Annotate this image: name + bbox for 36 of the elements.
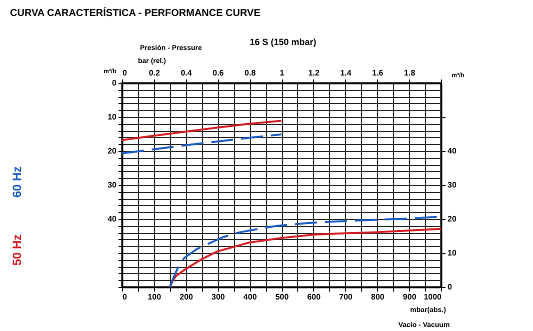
- x-tick-label: 500: [275, 292, 290, 302]
- text: 50 Hz: [10, 234, 24, 266]
- y-tick-label: 0: [112, 78, 118, 88]
- x2-tick-label: 0.4: [180, 68, 192, 78]
- x-tick-label: 200: [180, 292, 194, 302]
- x2-tick-label: 0.6: [212, 68, 224, 78]
- y-tick-label: 20: [108, 146, 118, 156]
- x2-tick-label: 0: [122, 68, 128, 78]
- line-series: [168, 228, 442, 288]
- x-tick-label: 800: [371, 292, 385, 302]
- x-tick-label: 900: [402, 292, 417, 302]
- y-tick-label: 30: [108, 180, 118, 190]
- x2-tick-label: 1.8: [404, 68, 416, 78]
- chart-subtitle: 16 S (150 mbar): [250, 37, 316, 47]
- x-tick-label: 700: [339, 292, 354, 302]
- x2-tick-label: 1.2: [308, 68, 320, 78]
- chart-title: CURVA CARACTERÍSTICA - PERFORMANCE CURVE: [10, 7, 261, 19]
- x2-tick-label: 1: [280, 68, 285, 78]
- x-tick-label: 100: [148, 292, 162, 302]
- y-tick-label: 10: [108, 112, 118, 122]
- x2-tick-label: 1.6: [372, 68, 384, 78]
- x2-tick-label: 0.2: [148, 68, 161, 78]
- y2-tick-label: 20: [448, 214, 457, 224]
- y2-tick-label: 30: [448, 180, 457, 190]
- x-tick-label: 600: [307, 292, 322, 302]
- x-tick-label: 1000: [424, 292, 442, 302]
- x-tick-label: 400: [243, 292, 258, 302]
- x-tick-label: 300: [212, 292, 226, 302]
- y2-tick-label: 10: [448, 248, 457, 258]
- text: 60 Hz: [10, 166, 24, 198]
- y-tick-label: 40: [108, 214, 118, 224]
- x-tick-label: 0: [122, 292, 128, 302]
- y2-tick-label: 40: [448, 146, 457, 156]
- x2-tick-label: 0.8: [244, 68, 256, 78]
- x2-tick-label: 1.4: [340, 68, 352, 78]
- y2-tick-label: 0: [448, 282, 452, 292]
